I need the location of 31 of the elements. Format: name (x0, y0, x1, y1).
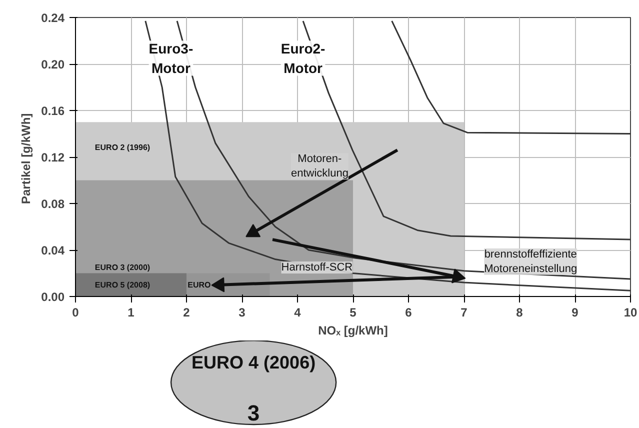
annotation: Euro3- Motor (148, 40, 194, 76)
annotation: EURO (188, 280, 211, 290)
x-tick-label: 1 (128, 306, 135, 320)
y-tick-label: 0.08 (41, 197, 65, 211)
annotation: Motoren- entwicklung (290, 153, 348, 180)
annotation: Harnstoff-SCR (281, 261, 353, 274)
y-tick-label: 0.16 (41, 104, 65, 118)
y-tick-label: 0.12 (41, 150, 65, 164)
x-tick-label: 8 (516, 306, 524, 320)
y-axis-title: Partikel [g/kWh] (19, 113, 34, 204)
x-tick-label: 6 (405, 306, 412, 320)
x-tick-label: 2 (183, 306, 190, 320)
annotation: EURO 2 (1996) (94, 143, 150, 152)
x-tick-label: 9 (572, 306, 579, 320)
x-tick-label: 0 (72, 306, 80, 320)
x-tick-label: 10 (624, 306, 638, 320)
text: 3 (247, 400, 260, 426)
annotation: EURO 5 (2008) (94, 280, 150, 290)
x-tick-label: 5 (350, 306, 357, 320)
x-tick-label: 7 (460, 306, 468, 320)
x-tick-label: 4 (294, 306, 302, 320)
y-tick-label: 0.00 (41, 290, 65, 304)
y-tick-label: 0.24 (41, 11, 65, 25)
x-tick-label: 3 (238, 306, 246, 320)
annotation: EURO 3 (2000) (94, 262, 150, 272)
y-tick-label: 0.04 (41, 244, 65, 258)
x-axis-title: NOₓ [g/kWh] (318, 324, 388, 338)
annotation: Euro2- Motor (280, 40, 326, 76)
annotation: brennstoffeffiziente Motoreneinstellung (484, 248, 578, 275)
text: EURO 4 (2006) (192, 352, 316, 372)
y-tick-label: 0.20 (41, 58, 65, 72)
